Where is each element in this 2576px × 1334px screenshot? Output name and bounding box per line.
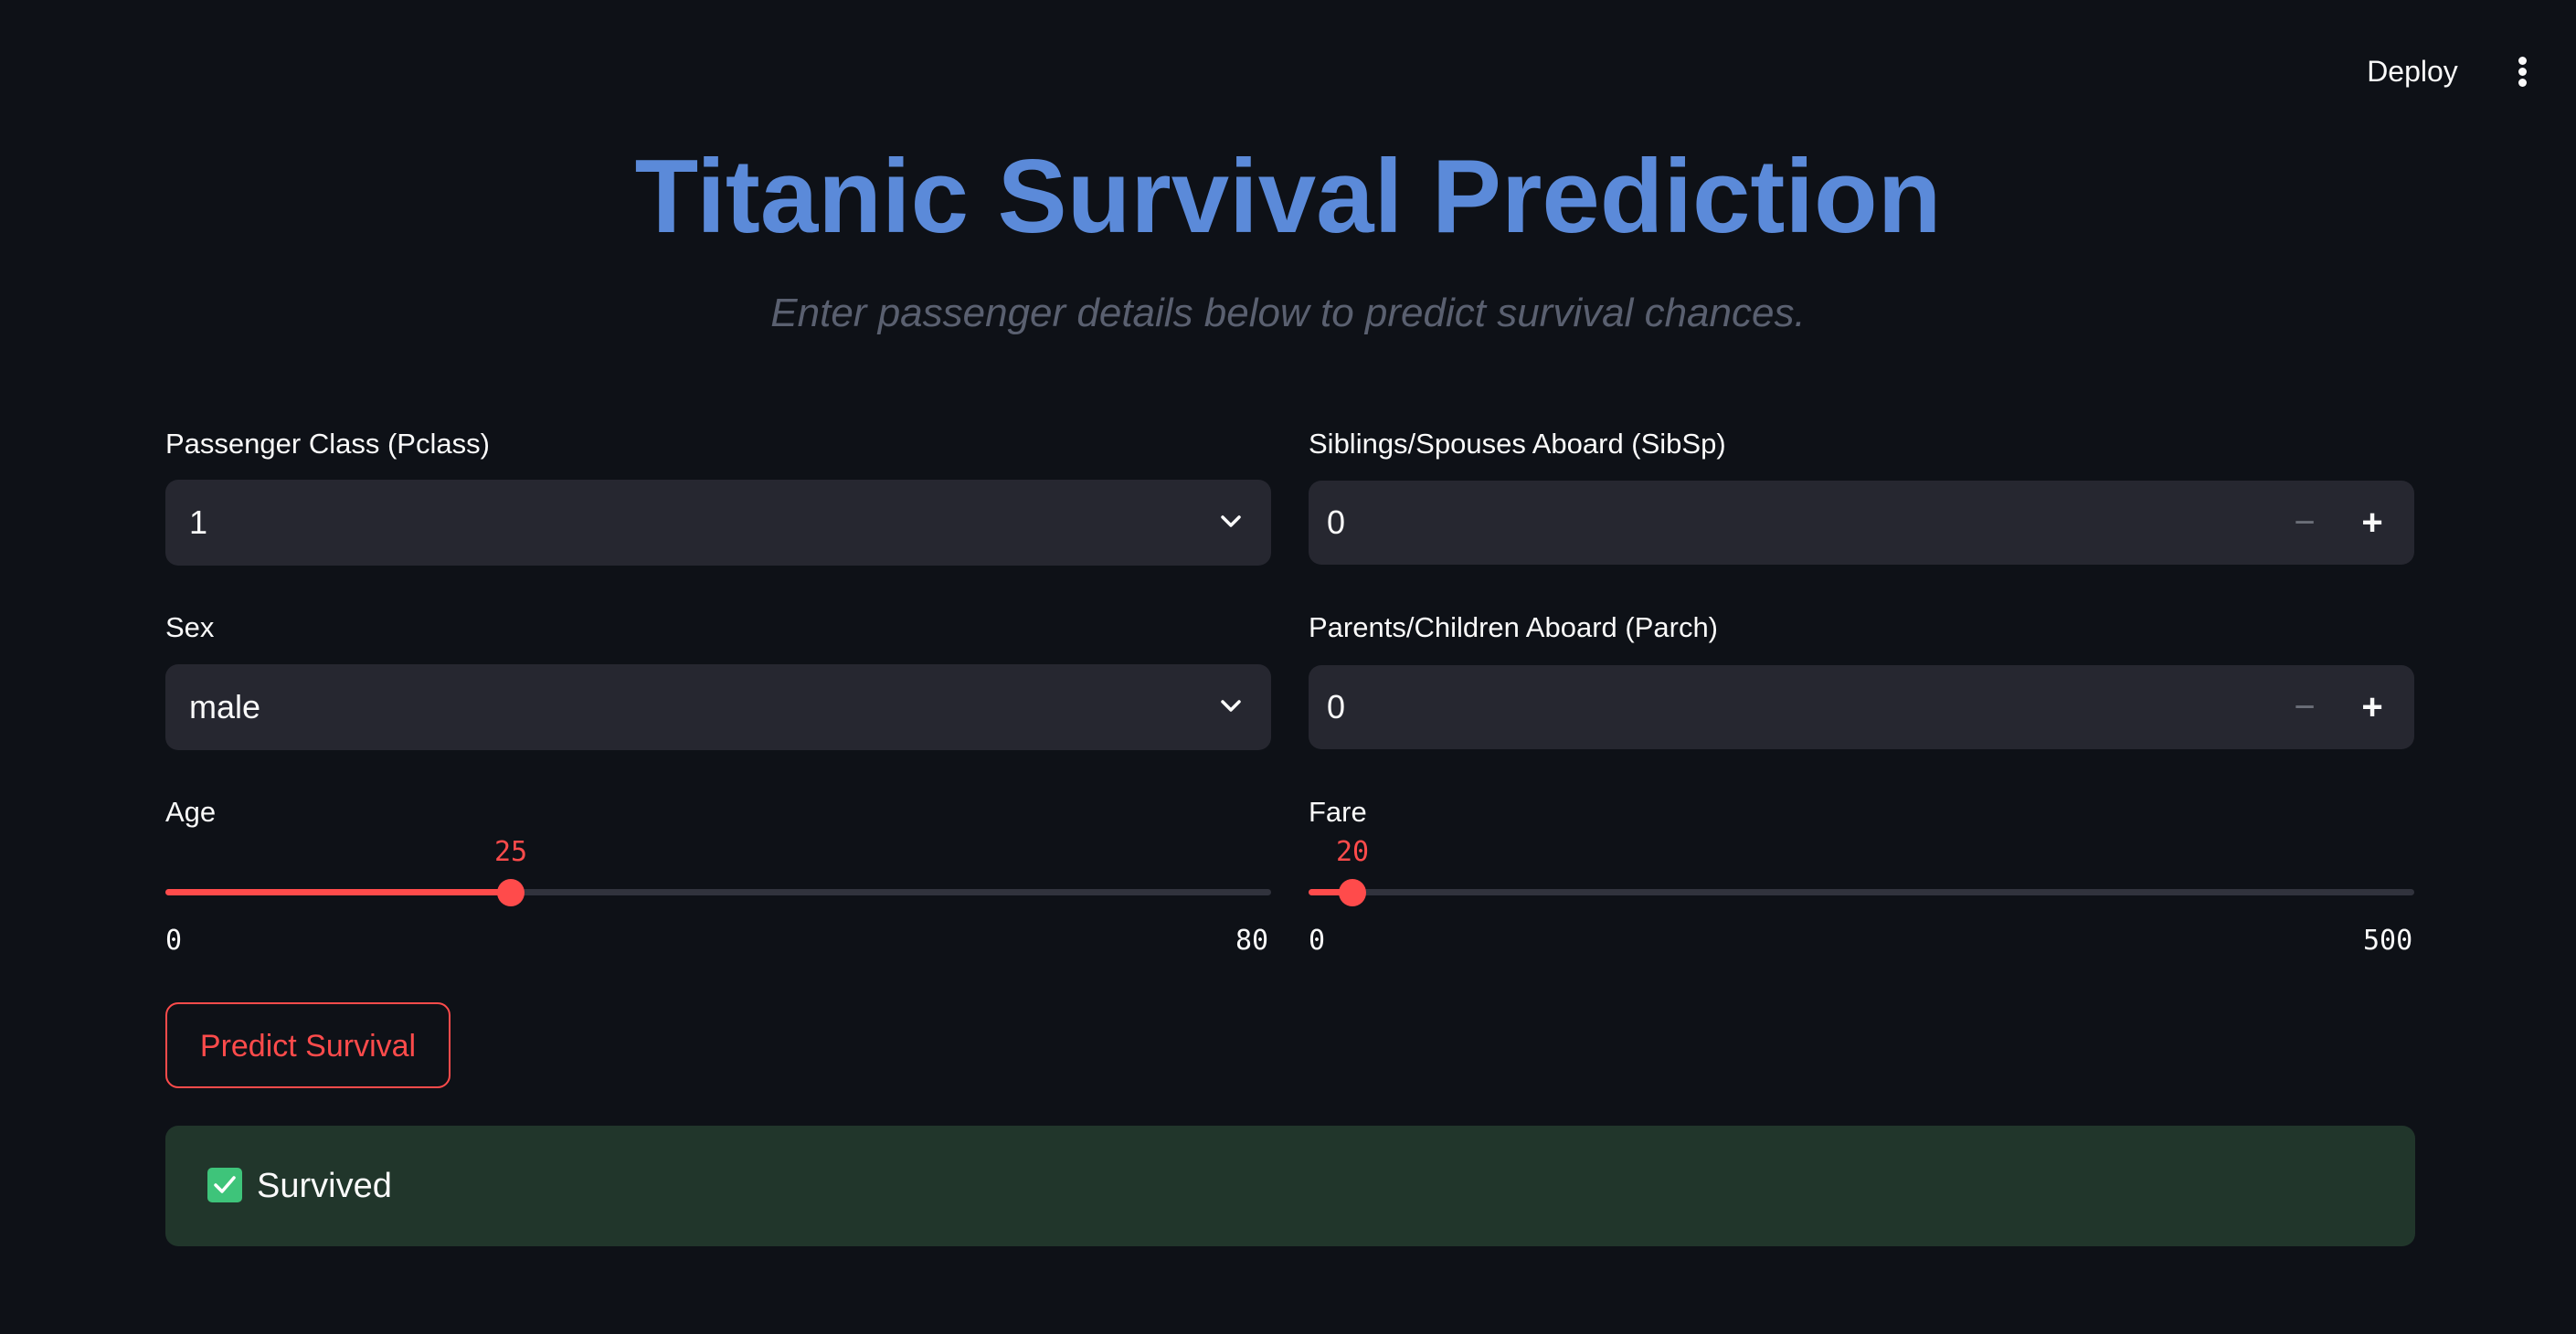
result-banner: Survived — [165, 1126, 2415, 1246]
pclass-value: 1 — [189, 503, 208, 541]
age-label: Age — [165, 796, 217, 828]
chevron-down-icon — [1221, 515, 1241, 527]
age-slider-track[interactable] — [165, 889, 1271, 895]
age-max-label: 80 — [1235, 925, 1269, 957]
deploy-button[interactable]: Deploy — [2367, 55, 2458, 88]
sex-select[interactable]: male — [165, 664, 1271, 750]
vertical-ellipsis-icon[interactable] — [2504, 48, 2540, 95]
fare-slider[interactable]: 20 — [1309, 836, 2414, 911]
page-title: Titanic Survival Prediction — [634, 139, 1942, 255]
predict-survival-button[interactable]: Predict Survival — [165, 1002, 451, 1088]
age-min-label: 0 — [165, 925, 183, 957]
fare-slider-track[interactable] — [1309, 889, 2414, 895]
result-text: Survived — [257, 1167, 392, 1205]
fare-min-label: 0 — [1309, 925, 1326, 957]
pclass-label: Passenger Class (Pclass) — [165, 428, 490, 460]
fare-slider-fill — [1309, 889, 1352, 895]
fare-slider-value: 20 — [1335, 836, 1370, 868]
sibsp-label: Siblings/Spouses Aboard (SibSp) — [1309, 428, 1726, 460]
pclass-select[interactable]: 1 — [165, 480, 1271, 566]
age-slider-value: 25 — [493, 836, 528, 868]
fare-label: Fare — [1309, 796, 1367, 828]
parch-number-input[interactable]: 0 − + — [1309, 665, 2414, 749]
parch-value[interactable]: 0 — [1327, 688, 1346, 725]
top-bar: Deploy — [0, 0, 2576, 146]
chevron-down-icon — [1221, 700, 1241, 712]
sex-label: Sex — [165, 611, 215, 643]
age-slider-fill — [165, 889, 511, 895]
parch-label: Parents/Children Aboard (Parch) — [1309, 611, 1719, 643]
age-slider-thumb[interactable] — [497, 879, 525, 906]
parch-decrement-button[interactable]: − — [2294, 687, 2316, 727]
sibsp-number-input[interactable]: 0 − + — [1309, 481, 2414, 565]
sibsp-decrement-button[interactable]: − — [2294, 503, 2316, 543]
fare-slider-thumb[interactable] — [1339, 879, 1366, 906]
parch-increment-button[interactable]: + — [2361, 687, 2383, 727]
age-slider[interactable]: 25 — [165, 836, 1271, 911]
sibsp-increment-button[interactable]: + — [2361, 503, 2383, 543]
check-box-icon — [207, 1168, 242, 1202]
fare-max-label: 500 — [2363, 925, 2413, 957]
sex-value: male — [189, 688, 261, 725]
page-subtitle: Enter passenger details below to predict… — [770, 291, 1806, 335]
sibsp-value[interactable]: 0 — [1327, 503, 1346, 541]
